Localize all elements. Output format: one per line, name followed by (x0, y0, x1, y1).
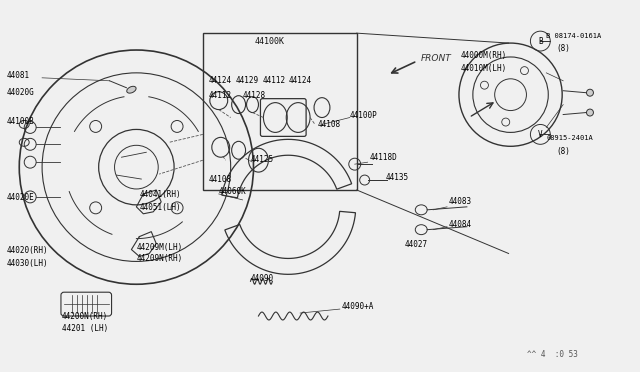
Ellipse shape (586, 109, 593, 116)
Text: 44084: 44084 (449, 220, 472, 229)
Text: 44090: 44090 (250, 274, 274, 283)
Ellipse shape (127, 86, 136, 93)
Text: 44030(LH): 44030(LH) (6, 259, 48, 268)
Text: 44128: 44128 (243, 91, 266, 100)
Text: 44200N(RH): 44200N(RH) (62, 312, 108, 321)
Text: 44100K: 44100K (255, 36, 285, 46)
Text: (8): (8) (556, 147, 570, 156)
Text: 44090+A: 44090+A (342, 302, 374, 311)
Text: 44100P: 44100P (350, 110, 378, 119)
Text: 44051(LH): 44051(LH) (140, 203, 181, 212)
Text: 44081: 44081 (6, 71, 29, 80)
Text: 44118D: 44118D (370, 153, 397, 162)
Text: 44209M(LH): 44209M(LH) (136, 243, 182, 251)
Text: 44083: 44083 (449, 197, 472, 206)
Text: 44108: 44108 (209, 175, 232, 184)
Text: 44060K: 44060K (219, 187, 246, 196)
Text: 44100B: 44100B (6, 118, 34, 126)
Text: B: B (538, 36, 543, 46)
Text: 44124: 44124 (209, 76, 232, 85)
Text: 44108: 44108 (318, 121, 341, 129)
Text: 08915-2401A: 08915-2401A (547, 135, 593, 141)
Text: 44020(RH): 44020(RH) (6, 247, 48, 256)
Text: 44112: 44112 (262, 76, 285, 85)
Bar (203, 33, 356, 190)
Text: 44124: 44124 (288, 76, 312, 85)
Text: 44209N(RH): 44209N(RH) (136, 254, 182, 263)
Text: 44020E: 44020E (6, 193, 34, 202)
Text: 44041(RH): 44041(RH) (140, 190, 181, 199)
Text: B 08174-0161A: B 08174-0161A (547, 33, 602, 39)
Text: (8): (8) (556, 44, 570, 53)
Text: 44201 (LH): 44201 (LH) (62, 324, 108, 333)
Text: 44112: 44112 (209, 91, 232, 100)
Text: 44125: 44125 (250, 155, 274, 164)
Text: V: V (538, 130, 543, 139)
Ellipse shape (586, 89, 593, 96)
Text: 44135: 44135 (385, 173, 408, 182)
Text: 44010M(LH): 44010M(LH) (461, 64, 507, 73)
Text: 44129: 44129 (236, 76, 259, 85)
Text: 44027: 44027 (404, 240, 428, 248)
Text: 44000M(RH): 44000M(RH) (461, 51, 507, 60)
Text: FRONT: FRONT (421, 54, 452, 64)
Text: ^^ 4  :0 53: ^^ 4 :0 53 (527, 350, 578, 359)
Text: 44020G: 44020G (6, 88, 34, 97)
